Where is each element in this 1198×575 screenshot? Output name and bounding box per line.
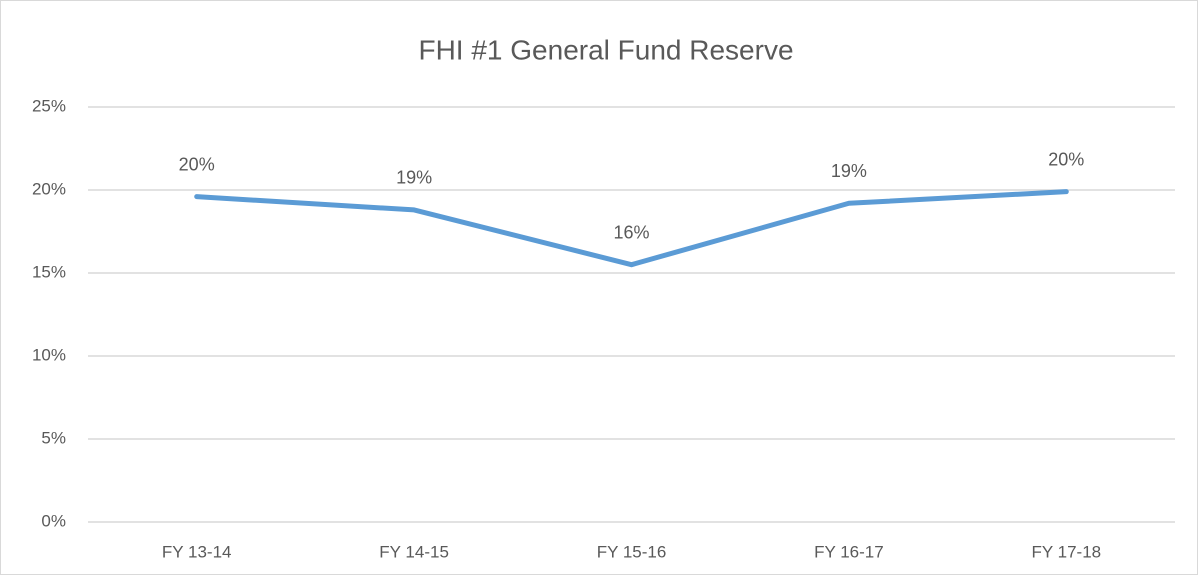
chart-title: FHI #1 General Fund Reserve (418, 34, 793, 65)
data-label: 20% (179, 154, 215, 174)
y-tick-label: 5% (41, 428, 66, 447)
data-label: 20% (1048, 149, 1084, 169)
x-tick-label: FY 14-15 (379, 542, 449, 561)
x-tick-label: FY 17-18 (1031, 542, 1101, 561)
data-line (194, 189, 1069, 268)
x-tick-label: FY 16-17 (814, 542, 884, 561)
data-label: 19% (396, 168, 432, 188)
x-tick-label: FY 13-14 (162, 542, 232, 561)
y-tick-label: 0% (41, 511, 66, 530)
x-tick-label: FY 15-16 (597, 542, 667, 561)
y-tick-label: 20% (32, 179, 66, 198)
y-tick-label: 15% (32, 262, 66, 281)
data-label: 16% (613, 222, 649, 242)
y-tick-label: 25% (32, 96, 66, 115)
data-label: 19% (831, 161, 867, 181)
y-tick-label: 10% (32, 345, 66, 364)
